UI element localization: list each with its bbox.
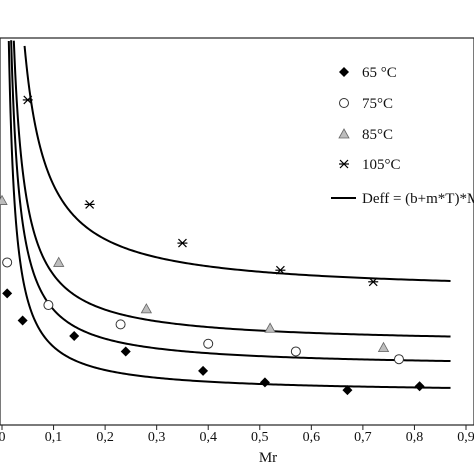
- point-65C: [414, 381, 425, 392]
- point-65C: [342, 385, 353, 396]
- point-75C: [43, 300, 54, 311]
- point-105C: [22, 95, 33, 105]
- legend-label-65: 65 °C: [362, 65, 397, 81]
- legend-label-105: 105°C: [362, 157, 401, 173]
- x-tick-label: 0,6: [303, 430, 321, 445]
- legend-marker-105: [339, 159, 349, 169]
- point-65C: [198, 365, 209, 376]
- x-tick-label: 0,3: [148, 430, 166, 445]
- legend-label-model: Deff = (b+m*T)*M: [362, 191, 474, 207]
- point-105C: [177, 238, 188, 248]
- point-65C: [259, 377, 270, 388]
- legend-marker-75: [339, 98, 349, 108]
- point-85C: [140, 303, 153, 314]
- point-65C: [17, 315, 28, 326]
- point-75C: [290, 346, 301, 357]
- data-points: [0, 95, 425, 396]
- fit-curve: [12, 40, 451, 338]
- point-75C: [203, 338, 214, 349]
- point-85C: [264, 322, 276, 333]
- x-tick-label: 0,4: [199, 430, 217, 445]
- x-tick-label: 0,7: [354, 430, 372, 445]
- x-tick-label: 0,1: [45, 430, 63, 445]
- x-tick-label: 0: [0, 430, 6, 445]
- plot-frame: [0, 37, 474, 426]
- fit-curve: [10, 40, 451, 363]
- legend-marker-65: [339, 67, 349, 77]
- point-65C: [69, 330, 80, 341]
- x-axis-label: Mr: [259, 450, 277, 466]
- point-75C: [393, 354, 404, 365]
- point-75C: [115, 319, 126, 330]
- point-75C: [2, 257, 13, 268]
- point-85C: [377, 341, 390, 353]
- fit-curves: [7, 40, 451, 389]
- point-105C: [275, 265, 286, 275]
- x-tick-label: 0,9: [457, 430, 474, 445]
- legend-label-85: 85°C: [362, 127, 393, 143]
- x-tick-label: 0,5: [251, 430, 269, 445]
- point-85C: [0, 194, 8, 205]
- legend-label-75: 75°C: [362, 96, 393, 112]
- x-tick-label: 0,2: [96, 430, 114, 445]
- fit-curve: [23, 45, 451, 282]
- point-105C: [368, 277, 379, 287]
- point-85C: [53, 256, 65, 267]
- point-105C: [84, 199, 95, 209]
- point-65C: [120, 346, 131, 357]
- legend-marker-85: [338, 128, 350, 139]
- legend: 65 °C 75°C 85°C 105°C Deff = (b+m*T)*M: [331, 65, 474, 207]
- x-tick-label: 0,8: [406, 430, 424, 445]
- x-axis-ticks: 0 0,1 0,2 0,3 0,4 0,5 0,6 0,7 0,8 0,9: [0, 425, 474, 445]
- point-65C: [2, 288, 13, 299]
- fit-curve: [7, 40, 451, 389]
